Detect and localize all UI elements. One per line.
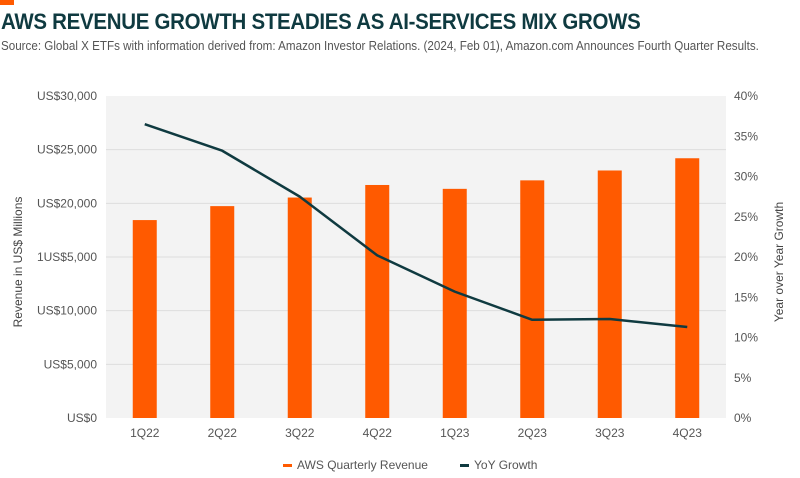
y2-tick-label: 30% bbox=[734, 170, 758, 184]
y-tick-label: US$20,000 bbox=[37, 196, 97, 210]
y2-tick-label: 25% bbox=[734, 210, 758, 224]
x-tick-label: 4Q22 bbox=[363, 426, 393, 440]
legend-swatch-revenue bbox=[283, 463, 292, 467]
y2-tick-label: 0% bbox=[734, 411, 752, 425]
x-axis-ticks: 1Q22 2Q22 3Q22 4Q22 1Q23 2Q23 3Q23 4Q23 bbox=[130, 426, 702, 440]
chart-source: Source: Global X ETFs with information d… bbox=[1, 39, 759, 53]
y-tick-label: 1US$5,000 bbox=[37, 250, 97, 264]
legend-label-revenue: AWS Quarterly Revenue bbox=[297, 458, 428, 472]
y2-tick-label: 10% bbox=[734, 331, 758, 345]
line-series bbox=[144, 122, 688, 329]
legend-item-yoy: YoY Growth bbox=[460, 458, 537, 472]
y2-tick-label: 35% bbox=[734, 129, 758, 143]
y-tick-label: US$0 bbox=[67, 411, 97, 425]
bar bbox=[365, 184, 390, 418]
y-tick-label: US$30,000 bbox=[37, 89, 97, 103]
y2-tick-label: 5% bbox=[734, 371, 752, 385]
y2-tick-label: 40% bbox=[734, 89, 758, 103]
bar bbox=[597, 170, 622, 418]
x-tick-label: 1Q23 bbox=[440, 426, 470, 440]
accent-bar bbox=[0, 0, 14, 5]
legend-label-yoy: YoY Growth bbox=[474, 458, 538, 472]
x-tick-label: 3Q23 bbox=[595, 426, 625, 440]
y-axis-ticks: US$0 US$5,000 US$10,000 1US$5,000 US$20,000 U… bbox=[37, 89, 97, 425]
bar bbox=[520, 180, 545, 418]
legend-item-revenue: AWS Quarterly Revenue bbox=[283, 458, 428, 472]
legend-swatch-yoy bbox=[460, 463, 469, 467]
bar bbox=[675, 158, 700, 418]
bar-series bbox=[132, 158, 700, 418]
bar bbox=[287, 197, 312, 418]
gridlines bbox=[106, 149, 726, 365]
x-tick-label: 2Q22 bbox=[208, 426, 238, 440]
x-tick-label: 2Q23 bbox=[518, 426, 548, 440]
y2-axis-ticks: 0% 5% 10% 15% 20% 25% 30% 35% 40% bbox=[734, 89, 758, 425]
x-tick-label: 1Q22 bbox=[130, 426, 160, 440]
x-tick-label: 3Q22 bbox=[285, 426, 315, 440]
yoy-growth-line bbox=[144, 122, 688, 329]
y2-tick-label: 15% bbox=[734, 290, 758, 304]
y-tick-label: US$25,000 bbox=[37, 143, 97, 157]
bar bbox=[442, 188, 467, 418]
y2-axis-title: Year over Year Growth bbox=[772, 202, 786, 322]
bar bbox=[132, 220, 157, 418]
y-tick-label: US$5,000 bbox=[44, 357, 98, 371]
x-tick-label: 4Q23 bbox=[673, 426, 703, 440]
y-axis-title: Revenue in US$ Millions bbox=[11, 197, 25, 328]
bar bbox=[210, 206, 235, 418]
y2-tick-label: 20% bbox=[734, 250, 758, 264]
y-tick-label: US$10,000 bbox=[37, 304, 97, 318]
chart-title: AWS REVENUE GROWTH STEADIES AS AI-SERVIC… bbox=[1, 9, 641, 34]
